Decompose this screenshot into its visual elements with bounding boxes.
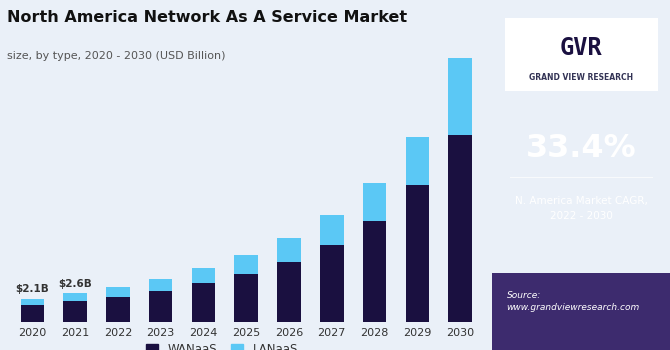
Bar <box>277 238 301 261</box>
Text: GVR: GVR <box>560 36 602 60</box>
Text: Source:
www.grandviewresearch.com: Source: www.grandviewresearch.com <box>507 290 640 312</box>
Bar <box>192 283 215 322</box>
Text: size, by type, 2020 - 2030 (USD Billion): size, by type, 2020 - 2030 (USD Billion) <box>7 51 225 61</box>
Bar <box>362 221 387 322</box>
Bar <box>448 58 472 135</box>
Bar <box>234 274 258 322</box>
Bar <box>192 268 215 283</box>
Bar <box>64 293 87 301</box>
Bar <box>320 245 344 322</box>
Bar <box>277 261 301 322</box>
Bar <box>64 301 87 322</box>
Text: GRAND VIEW RESEARCH: GRAND VIEW RESEARCH <box>529 73 633 82</box>
Text: North America Network As A Service Market: North America Network As A Service Marke… <box>7 10 407 26</box>
Text: N. America Market CAGR,
2022 - 2030: N. America Market CAGR, 2022 - 2030 <box>515 196 648 220</box>
Bar <box>21 305 44 322</box>
Bar <box>106 297 130 322</box>
Bar <box>405 137 429 184</box>
Bar <box>320 215 344 245</box>
Bar <box>362 183 387 221</box>
Bar <box>448 135 472 322</box>
Bar <box>106 287 130 297</box>
Bar <box>234 255 258 274</box>
Bar <box>21 299 44 305</box>
Text: 33.4%: 33.4% <box>526 133 636 164</box>
Bar <box>149 279 172 290</box>
Legend: WANaaS, LANaaS: WANaaS, LANaaS <box>147 343 298 350</box>
Text: $2.1B: $2.1B <box>15 285 49 294</box>
FancyBboxPatch shape <box>492 273 670 350</box>
FancyBboxPatch shape <box>505 18 657 91</box>
Bar <box>405 184 429 322</box>
Bar <box>149 290 172 322</box>
Text: $2.6B: $2.6B <box>58 279 92 289</box>
